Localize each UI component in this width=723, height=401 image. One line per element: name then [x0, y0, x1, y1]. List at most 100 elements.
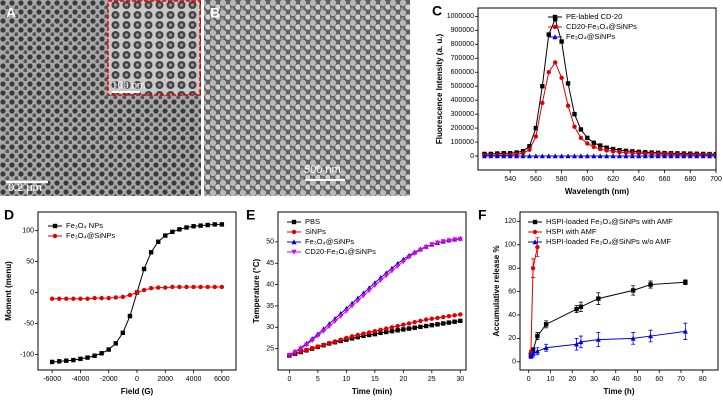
- marker: [205, 284, 210, 290]
- x-tick-label: 620: [607, 176, 619, 183]
- marker: [585, 135, 590, 141]
- marker: [458, 312, 463, 317]
- marker: [530, 265, 536, 271]
- marker: [332, 339, 338, 344]
- marker: [571, 153, 577, 159]
- x-tick-label: 25: [428, 376, 436, 383]
- marker: [591, 153, 597, 159]
- marker: [417, 247, 423, 253]
- series-line: [530, 330, 686, 357]
- marker: [92, 295, 97, 301]
- marker: [85, 296, 90, 301]
- marker: [585, 141, 590, 146]
- marker: [565, 81, 571, 86]
- marker: [163, 285, 168, 290]
- legend-marker: [552, 14, 558, 20]
- marker: [446, 320, 452, 325]
- legend-label: PE-labled CD-20: [566, 12, 622, 21]
- marker: [694, 153, 700, 159]
- legend-marker: [291, 219, 297, 225]
- marker: [682, 328, 688, 334]
- marker: [543, 322, 549, 327]
- marker: [106, 347, 111, 352]
- y-tick-label: 80: [508, 265, 516, 272]
- plot-area: [49, 222, 225, 365]
- marker: [527, 144, 532, 149]
- marker: [64, 296, 69, 301]
- x-tick-label: 660: [659, 176, 671, 183]
- marker: [578, 153, 584, 159]
- marker: [700, 153, 706, 159]
- y-axis-title: Fluorescence Intensity (a. u.): [435, 34, 444, 145]
- marker: [604, 153, 610, 159]
- marker: [423, 317, 429, 322]
- marker: [141, 287, 147, 293]
- marker: [446, 238, 452, 244]
- y-tick-label: 700000: [451, 55, 474, 62]
- y-tick-label: 0: [512, 359, 516, 366]
- marker: [309, 346, 315, 351]
- marker: [610, 146, 616, 152]
- marker: [565, 103, 571, 108]
- marker: [106, 295, 111, 301]
- plot-frame: [519, 211, 719, 371]
- marker: [321, 342, 326, 348]
- y-tick-label: 100: [22, 227, 34, 234]
- marker: [406, 321, 412, 326]
- marker: [355, 298, 361, 304]
- marker: [148, 250, 154, 255]
- y-tick-label: 30: [266, 324, 274, 331]
- marker: [452, 237, 458, 243]
- x-tick-label: 580: [556, 176, 568, 183]
- marker: [219, 284, 225, 290]
- legend-marker: [532, 219, 538, 225]
- x-tick-label: 30: [456, 376, 464, 383]
- plot-frame: [477, 7, 717, 171]
- marker: [177, 227, 182, 232]
- y-tick-label: -50: [24, 320, 34, 327]
- x-axis-title: Time (min): [352, 387, 393, 396]
- marker: [170, 229, 175, 235]
- x-tick-label: 600: [582, 176, 594, 183]
- y-tick-label: 40: [266, 281, 274, 288]
- series-line: [289, 238, 461, 356]
- marker: [623, 150, 629, 155]
- marker: [552, 153, 558, 159]
- marker: [423, 323, 429, 329]
- marker: [184, 284, 189, 290]
- marker: [49, 359, 55, 365]
- marker: [481, 153, 487, 159]
- legend-label: CD20-Fe₃O₄@SiNPs: [566, 22, 637, 31]
- marker: [630, 335, 636, 341]
- marker: [401, 327, 406, 332]
- marker: [630, 150, 635, 156]
- marker: [578, 127, 584, 132]
- marker: [198, 284, 203, 290]
- marker: [395, 264, 401, 269]
- scale-label: 0.2 μm: [8, 182, 42, 194]
- y-tick-label: 100: [504, 242, 516, 249]
- x-tick-label: 20: [399, 376, 407, 383]
- marker: [552, 60, 558, 65]
- marker: [332, 319, 338, 325]
- legend-marker: [532, 229, 538, 235]
- marker: [681, 153, 687, 159]
- marker: [604, 148, 609, 153]
- marker: [668, 153, 674, 159]
- marker: [384, 329, 389, 335]
- x-axis-title: Field (G): [121, 387, 154, 396]
- marker: [429, 242, 435, 248]
- sem-image: [204, 0, 410, 196]
- marker: [597, 153, 603, 159]
- marker: [361, 331, 366, 336]
- marker: [713, 153, 716, 159]
- marker: [366, 332, 372, 338]
- y-tick-label: 0: [30, 289, 34, 296]
- marker: [429, 322, 435, 328]
- marker: [535, 244, 540, 250]
- legend-marker: [552, 24, 558, 30]
- y-tick-label: 50: [266, 239, 274, 246]
- marker: [662, 153, 668, 159]
- marker: [366, 330, 372, 335]
